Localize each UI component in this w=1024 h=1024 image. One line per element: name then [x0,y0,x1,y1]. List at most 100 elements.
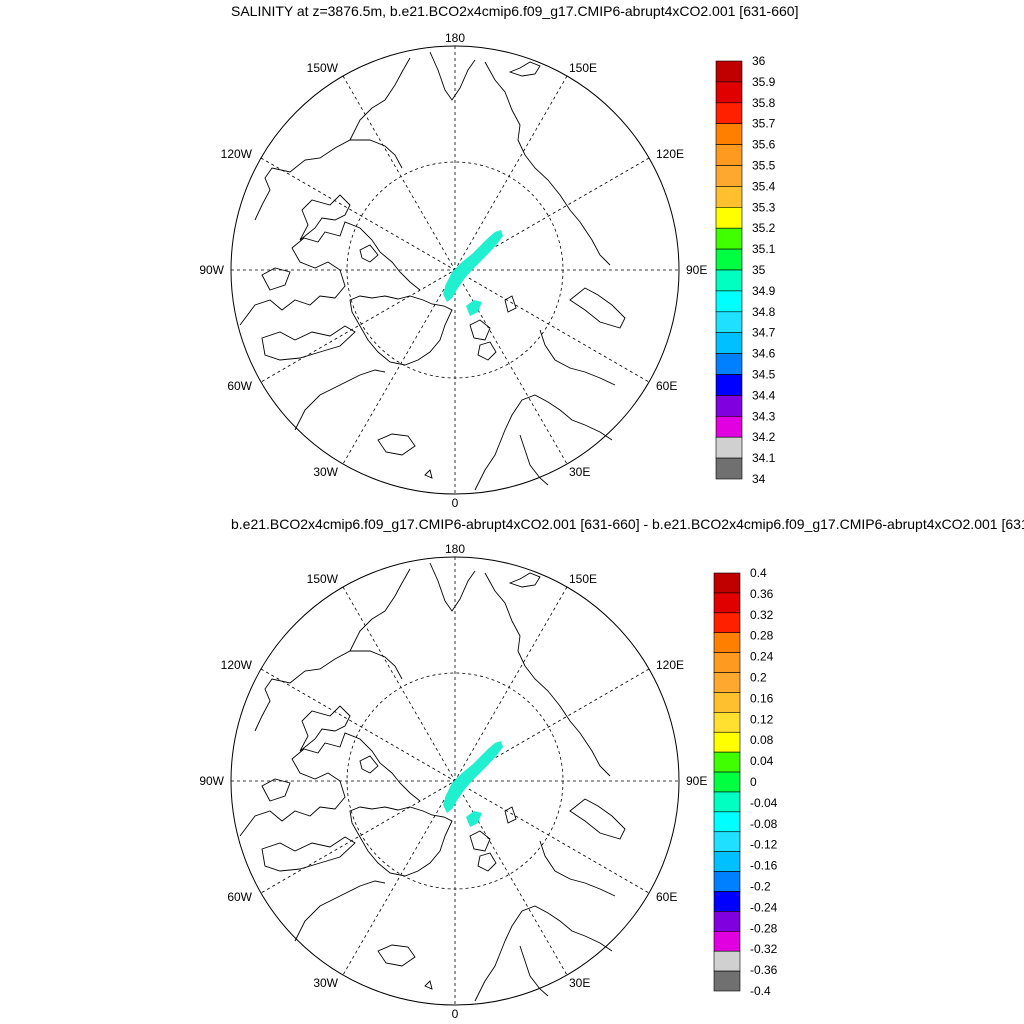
colorbar-swatch [715,436,743,459]
svg-text:180: 180 [445,542,465,556]
colorbar-label: 35.3 [752,200,776,214]
svg-text:150E: 150E [569,61,597,75]
colorbar-label: 34 [752,472,766,486]
svg-text:90E: 90E [686,774,707,788]
colorbar-swatch [715,227,743,250]
panel-2-title: b.e21.BCO2x4cmip6.f09_g17.CMIP6-abrupt4x… [231,516,1024,532]
colorbar-swatch [715,290,743,313]
colorbar-label: 36 [752,54,766,68]
polar-map-1: 180 0 90W 90E 150W 150E 120W 120E 60W 60… [199,31,707,510]
colorbar-label: 35.9 [752,75,776,89]
colorbar-label: 34.2 [752,430,776,444]
colorbar-swatch [715,332,743,354]
svg-text:30E: 30E [569,465,590,479]
svg-text:90E: 90E [686,263,707,277]
svg-text:60W: 60W [227,890,252,904]
colorbar-label: 0.16 [750,691,774,705]
colorbar-swatch [715,123,743,145]
colorbar-swatch [713,930,741,952]
svg-text:60E: 60E [656,890,677,904]
colorbar-swatch [715,353,743,375]
colorbar-swatch [713,871,741,892]
colorbar-label: 35.6 [752,138,776,152]
colorbar-label: 35.1 [752,242,776,256]
svg-text:90W: 90W [199,774,224,788]
svg-text:0: 0 [452,496,459,510]
svg-text:120W: 120W [221,658,253,672]
svg-text:60E: 60E [656,379,677,393]
colorbar-label: 35 [752,263,766,277]
colorbar-label: 0.12 [750,712,774,726]
colorbar-label: -0.4 [750,984,771,998]
colorbar-label: 34.8 [752,305,776,319]
svg-text:30E: 30E [569,976,590,990]
svg-text:30W: 30W [313,976,338,990]
colorbar-label: 0.4 [750,566,767,580]
colorbar-label: 34.5 [752,368,776,382]
colorbar-label: 34.6 [752,347,776,361]
colorbar-swatch [715,60,743,83]
colorbar-label: 34.1 [752,451,776,465]
svg-text:120E: 120E [656,147,684,161]
svg-text:30W: 30W [313,465,338,479]
svg-text:150W: 150W [307,61,339,75]
longitude-labels: 180 0 90W 90E 150W 150E 120W 120E 60W 60… [199,542,707,1021]
colorbar-swatch [713,751,741,773]
colorbar-label: -0.08 [750,817,778,831]
coastlines [239,51,626,491]
colorbar-label: 0.04 [750,754,774,768]
colorbar-swatch [713,950,741,972]
svg-text:150W: 150W [307,572,339,586]
colorbar-swatch [715,102,743,125]
colorbar-label: 0.2 [750,671,767,685]
salinity-patch-small [466,300,482,316]
colorbar-swatch [715,395,743,417]
svg-text:60W: 60W [227,379,252,393]
colorbar-label: -0.32 [750,942,778,956]
colorbar-2: 0.4 0.36 0.32 0.28 0.24 0.2 0.16 0.12 0.08 0.04 0 -… [713,566,778,998]
salinity-patch [443,741,503,813]
colorbar-swatch [713,672,741,693]
colorbar-swatch [715,207,743,229]
colorbar-label: -0.28 [750,921,778,935]
salinity-patch [443,230,503,302]
colorbar-swatch [715,165,743,187]
colorbar-swatch [713,632,741,653]
colorbar-label: -0.2 [750,880,771,894]
colorbar-1: 36 35.9 35.8 35.7 35.6 35.5 35.4 35.3 35.2 35.1 35… [715,54,776,486]
colorbar-swatch [713,970,741,992]
colorbar-swatch [715,269,743,292]
colorbar-label: 35.8 [752,96,776,110]
colorbar-swatch [713,771,741,793]
colorbar-swatch [713,572,741,594]
colorbar-label: 35.2 [752,221,776,235]
svg-text:180: 180 [445,31,465,45]
colorbar-swatch [713,612,741,634]
colorbar-swatch [715,374,743,396]
colorbar-swatch [715,415,743,438]
colorbar-label: 35.4 [752,179,776,193]
colorbar-swatch [715,144,743,166]
colorbar-label: -0.04 [750,796,778,810]
colorbar-label: 35.7 [752,117,776,131]
colorbar-swatch [713,891,741,912]
svg-text:120W: 120W [221,147,253,161]
colorbar-label: 35.5 [752,159,776,173]
colorbar-swatch [713,692,741,713]
colorbar-label: 34.7 [752,326,776,340]
colorbar-swatch [713,652,741,673]
colorbar-swatch [713,731,741,753]
colorbar-label: 0.32 [750,608,774,622]
polar-map-2: 180 0 90W 90E 150W 150E 120W 120E 60W 60… [199,542,707,1021]
colorbar-label: 0.24 [750,650,774,664]
coastlines [239,562,626,1002]
colorbar-swatch [715,186,743,208]
colorbar-swatch [713,911,741,932]
colorbar-label: 0 [750,775,757,789]
colorbar-swatch [715,81,743,104]
colorbar-swatch [713,791,741,813]
colorbar-label: 34.3 [752,409,776,423]
svg-text:150E: 150E [569,572,597,586]
svg-text:0: 0 [452,1007,459,1021]
